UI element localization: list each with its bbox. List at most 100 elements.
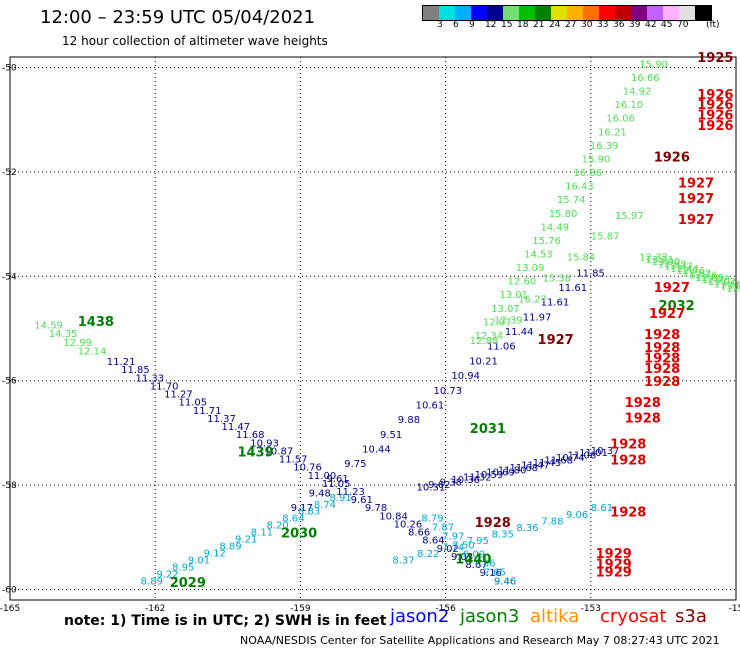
wave-height-label: 9.22: [156, 569, 178, 580]
color-swatch: [519, 6, 535, 20]
color-scale-tick-label: 24: [549, 20, 561, 30]
wave-height-label: 7.74: [442, 542, 464, 553]
wave-height-label: 13.01: [499, 290, 528, 301]
satellite-legend-item: cryosat: [600, 606, 667, 627]
wave-height-label: 11.01: [579, 448, 608, 459]
pass-time-marker: 1926: [654, 150, 690, 165]
pass-time-marker: 1928: [610, 505, 646, 520]
page-title: 12:00 – 23:59 UTC 05/04/2021: [40, 7, 316, 28]
wave-height-label: 16.21: [598, 127, 627, 138]
pass-time-marker: 1928: [625, 411, 661, 426]
wave-height-label: 16.06: [606, 114, 635, 125]
wave-height-label: 13.07: [491, 304, 520, 315]
wave-height-label: 11.47: [222, 422, 251, 433]
wave-height-label: 11.27: [164, 390, 193, 401]
wave-height-label: 9.12: [204, 548, 226, 559]
color-swatch: [455, 6, 471, 20]
wave-height-label: 9.78: [365, 503, 387, 514]
wave-height-label: 7.86: [473, 558, 495, 569]
pass-time-marker: 1928: [644, 328, 680, 343]
wave-height-label: 8.37: [392, 555, 414, 566]
pass-time-marker: 1925: [697, 51, 733, 66]
wave-height-label: 8.09: [463, 549, 485, 560]
wave-height-label: 12.76: [677, 266, 706, 277]
wave-height-label: 13.87: [720, 282, 740, 293]
wave-height-label: 14.59: [34, 321, 63, 332]
wave-height-label: 8.79: [421, 514, 443, 525]
wave-height-label: 10.37: [591, 446, 620, 457]
wave-height-label: 7.97: [442, 532, 464, 543]
wave-height-label: 11.70: [150, 381, 179, 392]
color-scale-tick-label: 12: [485, 20, 497, 30]
wave-height-label: 8.95: [172, 562, 194, 573]
pass-time-marker: 1438: [78, 315, 114, 330]
pass-time-marker: 1928: [610, 453, 646, 468]
pass-time-marker: 1928: [625, 396, 661, 411]
wave-height-label: 8.35: [492, 529, 514, 540]
wave-height-label: 10.94: [451, 371, 480, 382]
wave-height-label: 9.16: [480, 568, 502, 579]
wave-height-label: 12.44: [670, 264, 699, 275]
wave-height-label: 9.03: [451, 552, 473, 563]
color-scale-unit: (ft): [706, 20, 720, 30]
wave-height-label: 9.51: [380, 430, 402, 441]
wave-height-label: 8.83: [298, 507, 320, 518]
longitude-tick-label: -15: [729, 604, 740, 614]
wave-height-label: 7.65: [484, 567, 506, 578]
wave-height-label: 10.44: [362, 445, 391, 456]
satellite-legend-item: jason3: [460, 606, 520, 627]
wave-height-label: 9.02: [437, 544, 459, 555]
wave-height-label: 8.22: [417, 549, 439, 560]
wave-height-label: 8.89: [219, 542, 241, 553]
color-scale-tick-label: 42: [645, 20, 657, 30]
wave-height-label: 11.32: [463, 473, 492, 484]
wave-height-label: 8.89: [141, 576, 163, 587]
longitude-tick-label: -159: [290, 604, 311, 614]
wave-height-label: 10.87: [265, 446, 294, 457]
wave-height-label: 11.68: [509, 463, 538, 474]
wave-height-label: 12.60: [508, 277, 537, 288]
wave-height-label: 9.62: [428, 480, 450, 491]
color-swatch: [631, 6, 647, 20]
longitude-tick-label: -165: [0, 604, 20, 614]
wave-height-label: 8.74: [314, 500, 336, 511]
wave-height-label: 10.59: [475, 470, 504, 481]
wave-height-label: 11.44: [505, 327, 534, 338]
pass-time-marker: 2030: [281, 526, 317, 541]
wave-height-label: 12.82: [683, 268, 712, 279]
color-scale-tick-label: 15: [501, 20, 513, 30]
wave-height-label: 11.06: [568, 451, 597, 462]
wave-height-label: 11.06: [487, 342, 516, 353]
wave-height-label: 8.36: [516, 523, 538, 534]
wave-height-label: 8.91: [329, 493, 351, 504]
pass-time-marker: 1926: [697, 98, 733, 113]
wave-height-label: 12.69: [695, 273, 724, 284]
latitude-tick-label: -52: [2, 168, 17, 178]
page-subtitle: 12 hour collection of altimeter wave hei…: [62, 34, 328, 48]
longitude-tick-label: -153: [581, 604, 601, 614]
wave-height-label: 12.14: [78, 347, 107, 358]
wave-height-label: 11.80: [498, 465, 527, 476]
wave-height-label: 11.61: [541, 298, 570, 309]
wave-height-label: 9.21: [235, 535, 257, 546]
wave-height-label: 8.61: [591, 503, 613, 514]
wave-height-label: 7.50: [453, 541, 475, 552]
wave-height-label: 11.68: [544, 456, 573, 467]
wave-height-label: 13.56: [714, 279, 740, 290]
color-scale-tick-label: 27: [565, 20, 577, 30]
wave-height-label: 11.05: [322, 479, 351, 490]
wave-height-label: 12.76: [689, 271, 718, 282]
wave-height-label: 16.43: [565, 182, 594, 193]
color-swatch: [663, 6, 679, 20]
wave-height-label: 15.90: [639, 59, 668, 70]
color-swatch: [503, 6, 519, 20]
wave-height-label: 10.84: [379, 511, 408, 522]
pass-time-marker: 2032: [659, 299, 695, 314]
wave-height-label: 10.31: [417, 482, 446, 493]
color-swatch: [695, 6, 711, 20]
pass-time-marker: 1929: [596, 547, 632, 562]
wave-height-label: 11.85: [121, 365, 150, 376]
satellite-legend-item: altika: [530, 606, 580, 627]
pass-time-marker: 2029: [170, 576, 206, 591]
wave-height-label: 11.05: [179, 398, 208, 409]
